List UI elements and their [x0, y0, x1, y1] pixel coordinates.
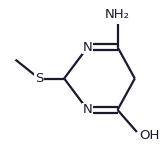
Text: N: N	[83, 41, 93, 54]
Text: S: S	[35, 72, 43, 85]
Text: N: N	[83, 103, 93, 116]
Text: NH₂: NH₂	[105, 8, 130, 21]
Text: OH: OH	[139, 129, 159, 141]
